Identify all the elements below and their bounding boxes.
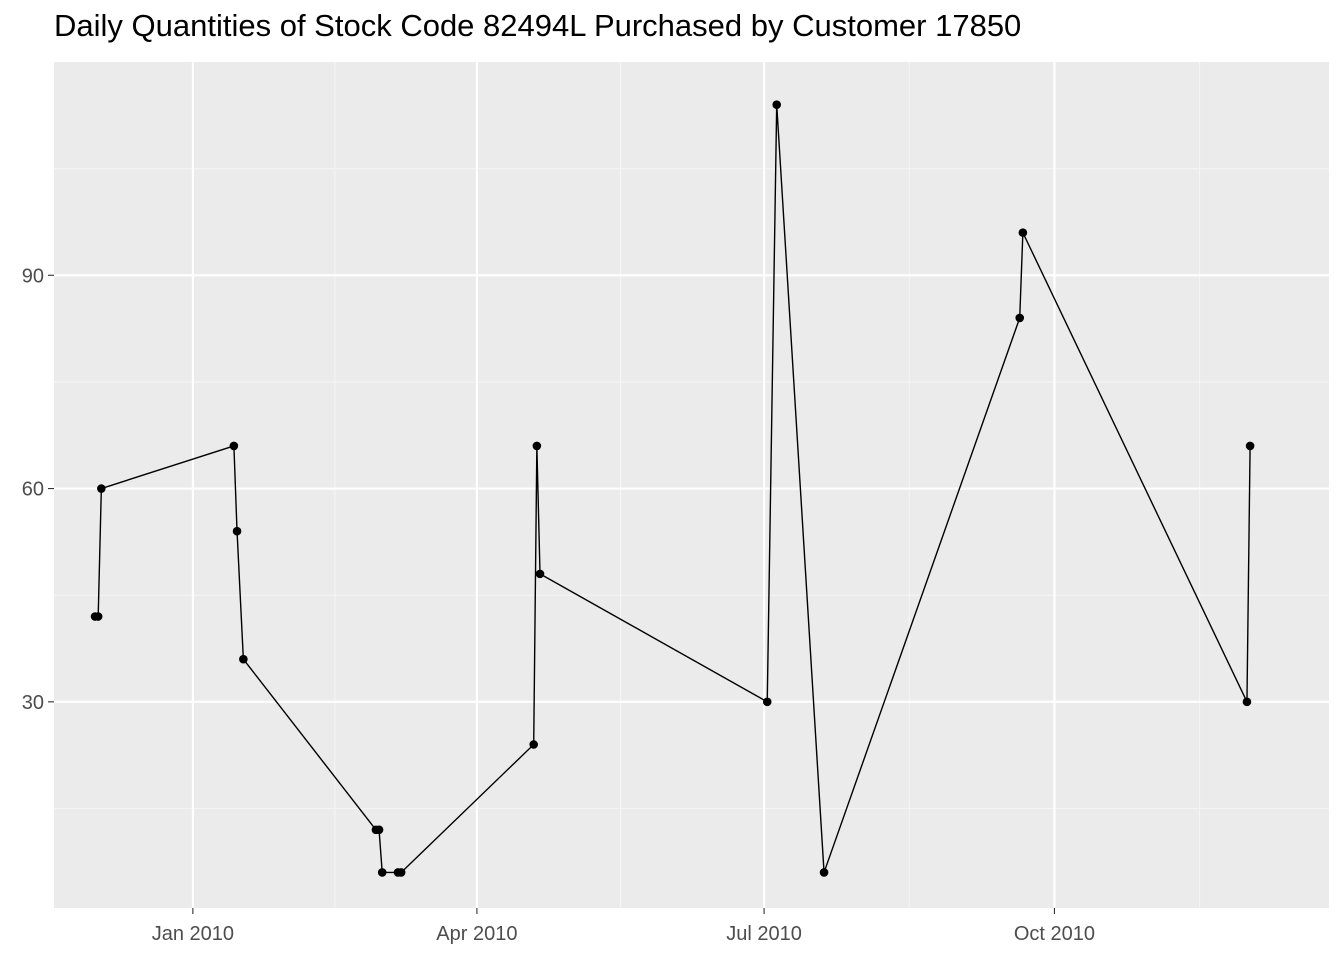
tick-labels: Jan 2010 Apr 2010 Jul 2010 Oct 2010 30 60 90 xyxy=(22,265,1095,945)
data-point xyxy=(374,825,384,835)
data-point xyxy=(396,868,406,877)
data-point xyxy=(762,697,772,707)
axis-ticks xyxy=(48,274,1055,914)
data-point xyxy=(819,868,829,877)
data-point xyxy=(93,612,103,621)
y-tick-label: 90 xyxy=(22,265,44,287)
major-gridlines xyxy=(54,62,1329,908)
data-point xyxy=(535,569,545,579)
data-point xyxy=(1245,441,1255,451)
series-layer xyxy=(90,100,1255,877)
data-point xyxy=(529,740,539,749)
minor-gridlines xyxy=(54,62,1329,908)
x-tick-label: Jan 2010 xyxy=(152,923,234,945)
x-tick-label: Jul 2010 xyxy=(726,923,802,945)
data-point xyxy=(532,441,542,451)
data-point xyxy=(1015,313,1025,323)
y-tick-label: 60 xyxy=(22,479,44,501)
data-point xyxy=(232,526,242,536)
data-point xyxy=(97,484,106,493)
data-point xyxy=(772,100,782,109)
plot-panel xyxy=(54,62,1329,908)
data-point xyxy=(1242,697,1252,707)
x-tick-label: Apr 2010 xyxy=(436,923,517,945)
data-point xyxy=(229,441,239,451)
data-point xyxy=(1018,228,1028,237)
data-point xyxy=(239,654,248,664)
x-tick-label: Oct 2010 xyxy=(1014,923,1095,945)
data-point xyxy=(377,868,387,877)
chart-title: Daily Quantities of Stock Code 82494L Pu… xyxy=(54,8,1022,43)
y-tick-label: 30 xyxy=(22,692,44,714)
